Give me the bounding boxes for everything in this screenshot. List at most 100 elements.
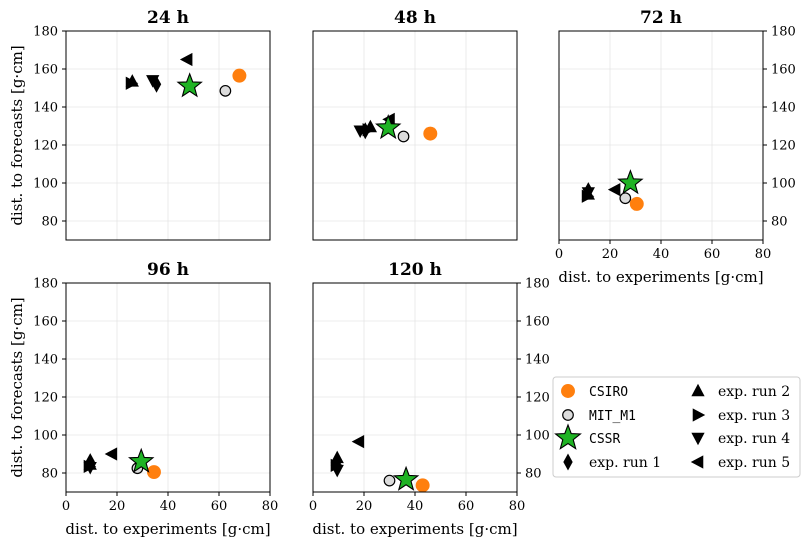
y-tick-label: 80	[41, 467, 58, 482]
legend-box	[552, 376, 801, 478]
legend-label: exp. run 5	[718, 455, 790, 471]
marker-exp-run-5	[690, 455, 704, 469]
marker-exp-run-5	[351, 435, 365, 449]
y-tick-label: 160	[525, 315, 550, 330]
marker-exp-run-5	[607, 183, 621, 197]
y-tick-label: 180	[771, 25, 796, 40]
x-tick-label: 60	[704, 247, 721, 262]
panel-24h: 24 h 80 100 120 140 160 180 dist. to forecasts …	[8, 8, 271, 241]
y-axis-label: dist. to forecasts [g·cm]	[8, 45, 26, 225]
y-tick-label: 160	[33, 315, 58, 330]
legend: CSIRO MIT_M1 CSSR exp. run 1 exp. run 2 exp. …	[552, 376, 801, 478]
marker-cssr	[128, 447, 155, 473]
marker-exp-run-4	[146, 75, 160, 88]
y-tick-label: 80	[771, 215, 788, 230]
legend-entry: exp. run 1	[563, 453, 661, 471]
marker-exp-run-2	[330, 450, 344, 464]
legend-entry: exp. run 4	[691, 431, 790, 447]
y-tick-label: 140	[33, 353, 58, 368]
panel-title: 120 h	[388, 260, 442, 280]
y-tick-label: 180	[525, 277, 550, 292]
marker-exp-run-5	[179, 52, 193, 67]
legend-entry: exp. run 5	[690, 455, 790, 471]
panel-title: 72 h	[640, 8, 682, 28]
marker-exp-run-4	[330, 464, 344, 478]
legend-label: exp. run 2	[718, 384, 790, 400]
marker-exp-run-3	[125, 76, 139, 90]
x-tick-label: 40	[160, 499, 177, 514]
y-tick-label: 100	[33, 177, 58, 192]
x-tick-label: 40	[407, 499, 424, 514]
x-tick-label: 20	[356, 499, 373, 514]
marker-mit-m1	[219, 84, 232, 97]
legend-entry: MIT_M1	[562, 409, 636, 424]
marker-cssr	[617, 169, 644, 195]
marker-exp-run-4	[581, 187, 595, 200]
x-tick-label: 20	[109, 499, 126, 514]
y-tick-label: 80	[41, 215, 58, 230]
panel-title: 48 h	[394, 8, 436, 28]
marker-mit-m1	[562, 409, 574, 421]
y-tick-label: 160	[771, 63, 796, 78]
marker-cssr	[392, 465, 420, 491]
legend-entry: CSIRO	[561, 384, 628, 400]
marker-csiro	[423, 126, 438, 141]
marker-csiro	[561, 384, 575, 398]
marker-exp-run-4	[83, 462, 97, 475]
y-tick-label: 180	[33, 25, 58, 40]
y-tick-label: 100	[525, 429, 550, 444]
x-axis-label: dist. to experiments [g·cm]	[558, 268, 763, 286]
marker-csiro	[147, 465, 161, 480]
marker-cssr	[554, 423, 582, 450]
legend-entry: exp. run 3	[692, 408, 790, 424]
legend-label: CSSR	[589, 432, 620, 447]
y-tick-label: 120	[33, 391, 58, 406]
marker-exp-run-4	[353, 125, 367, 138]
y-tick-label: 120	[525, 391, 550, 406]
marker-exp-run-2	[691, 383, 705, 397]
y-tick-label: 180	[33, 277, 58, 292]
marker-csiro	[415, 478, 430, 493]
marker-exp-run-4	[691, 432, 705, 446]
panel-title: 24 h	[147, 8, 189, 28]
y-tick-label: 100	[33, 429, 58, 444]
x-tick-label: 0	[555, 247, 563, 262]
panel-96h: 96 h 0 20 40 60 80 dist. to experiments [g·cm]…	[8, 260, 278, 538]
y-tick-label: 140	[525, 353, 550, 368]
y-tick-label: 120	[771, 139, 796, 154]
y-axis-label: dist. to forecasts [g·cm]	[8, 297, 26, 477]
legend-label: MIT_M1	[589, 409, 636, 424]
y-tick-label: 80	[525, 467, 542, 482]
panel-48h: 48 h	[312, 8, 518, 241]
panel-title: 96 h	[147, 260, 189, 280]
x-tick-label: 60	[458, 499, 475, 514]
marker-exp-run-3	[692, 408, 706, 422]
legend-entry: CSSR	[554, 423, 620, 450]
x-tick-label: 0	[62, 499, 70, 514]
y-tick-label: 140	[33, 101, 58, 116]
x-tick-label: 80	[755, 247, 772, 262]
x-tick-label: 80	[509, 499, 526, 514]
y-tick-label: 160	[33, 63, 58, 78]
panel-120h: 120 h 0 20 40 60 80 dist. to experiments [g·cm…	[309, 260, 550, 538]
marker-csiro	[629, 196, 644, 211]
legend-label: CSIRO	[589, 385, 628, 400]
y-tick-label: 100	[771, 177, 796, 192]
legend-label: exp. run 3	[718, 408, 790, 424]
marker-mit-m1	[397, 130, 410, 143]
marker-exp-run-5	[104, 447, 118, 461]
axes-frame	[312, 30, 518, 241]
panel-72h: 72 h 0 20 40 60 80 dist. to experiments [g·cm]…	[555, 8, 796, 286]
axes-frame	[65, 30, 271, 241]
x-tick-label: 80	[262, 499, 279, 514]
x-axis-label: dist. to experiments [g·cm]	[312, 520, 517, 538]
x-tick-label: 60	[211, 499, 228, 514]
legend-entry: exp. run 2	[691, 383, 790, 400]
x-axis-label: dist. to experiments [g·cm]	[65, 520, 270, 538]
marker-mit-m1	[383, 474, 396, 487]
legend-label: exp. run 4	[718, 431, 790, 447]
x-tick-label: 40	[653, 247, 670, 262]
marker-mit-m1	[619, 192, 632, 205]
x-tick-label: 20	[602, 247, 619, 262]
